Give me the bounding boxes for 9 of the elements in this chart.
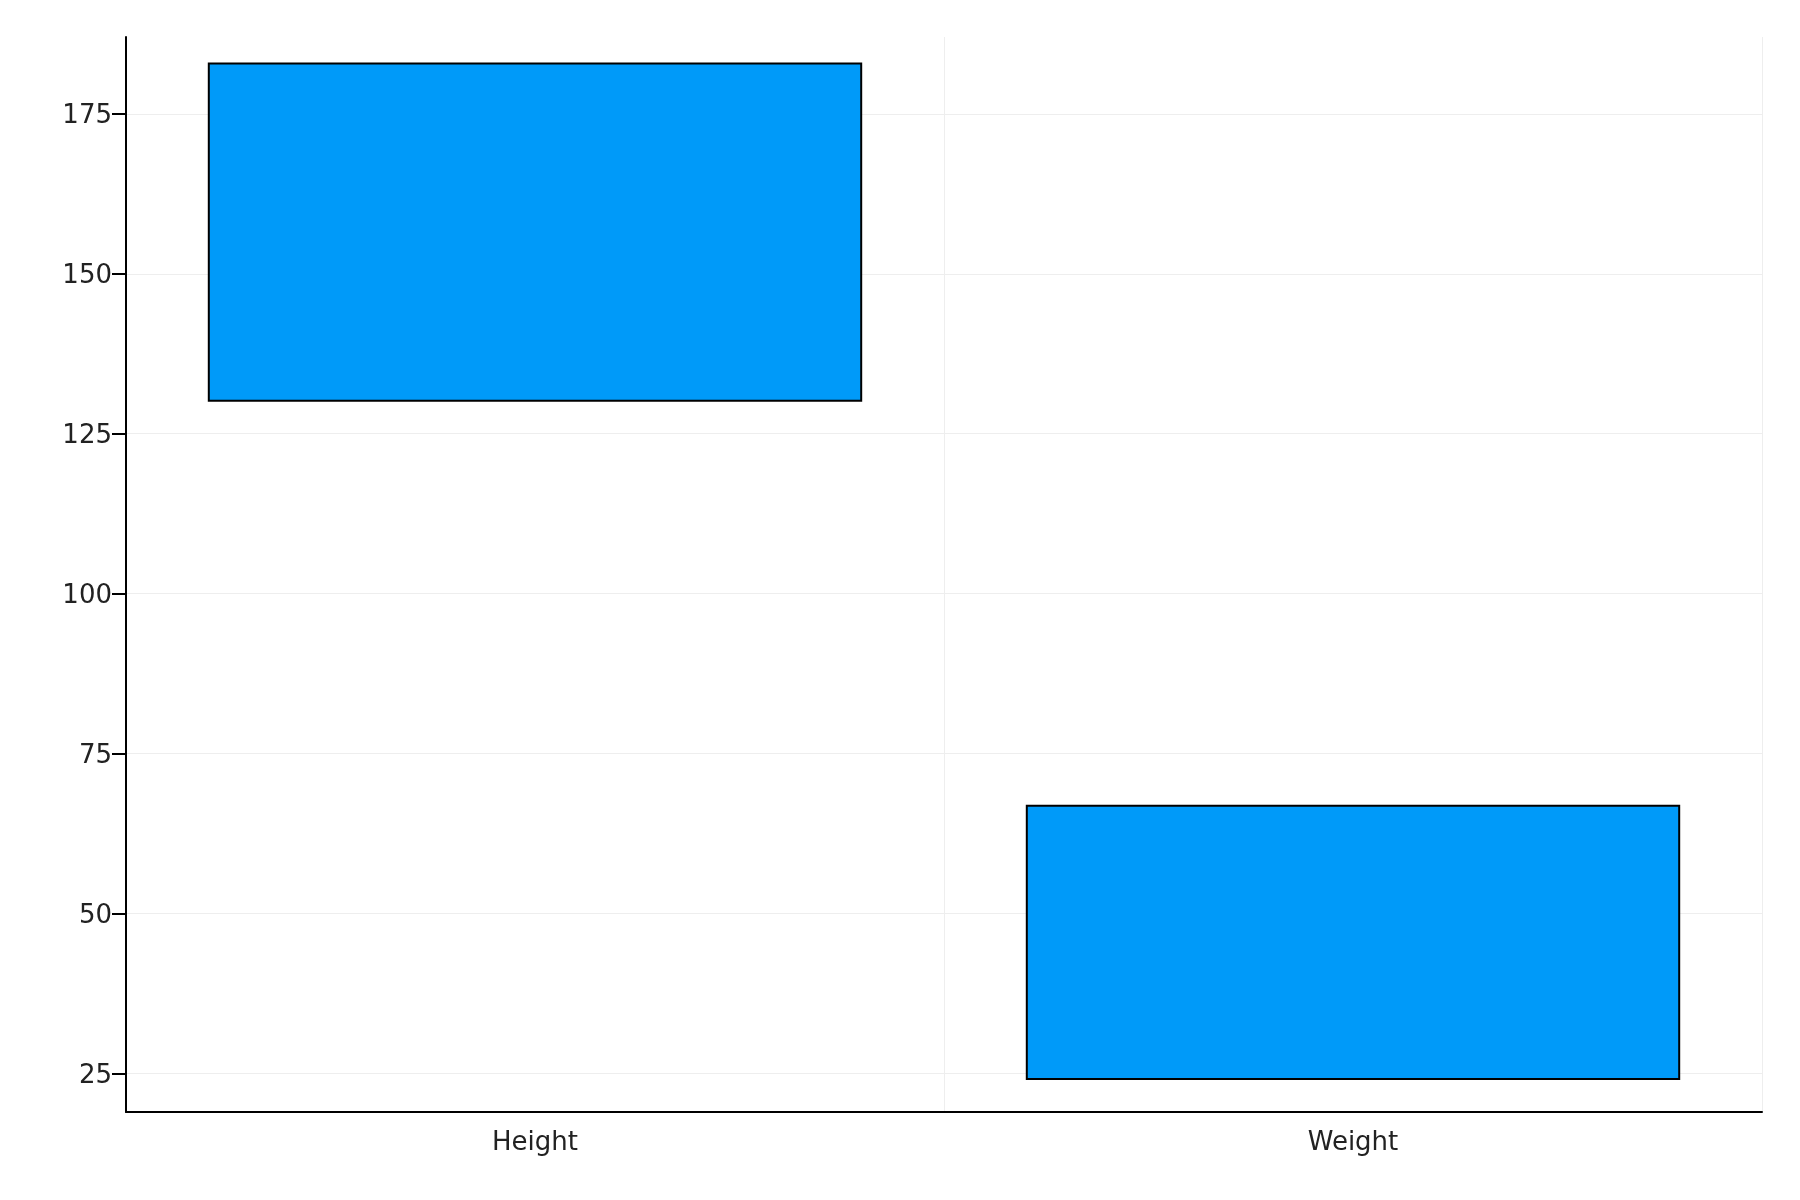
- x-tick-label: Weight: [1307, 1126, 1399, 1156]
- y-tick-label: 150: [62, 258, 112, 289]
- y-tick-label: 75: [78, 738, 112, 769]
- y-tick-label: 50: [78, 898, 112, 929]
- y-tick-label: 125: [62, 418, 112, 449]
- x-tick-label: Height: [492, 1126, 578, 1156]
- y-tick-label: 100: [62, 578, 112, 609]
- y-tick-label: 25: [78, 1058, 112, 1089]
- y-tick-label: 175: [62, 98, 112, 129]
